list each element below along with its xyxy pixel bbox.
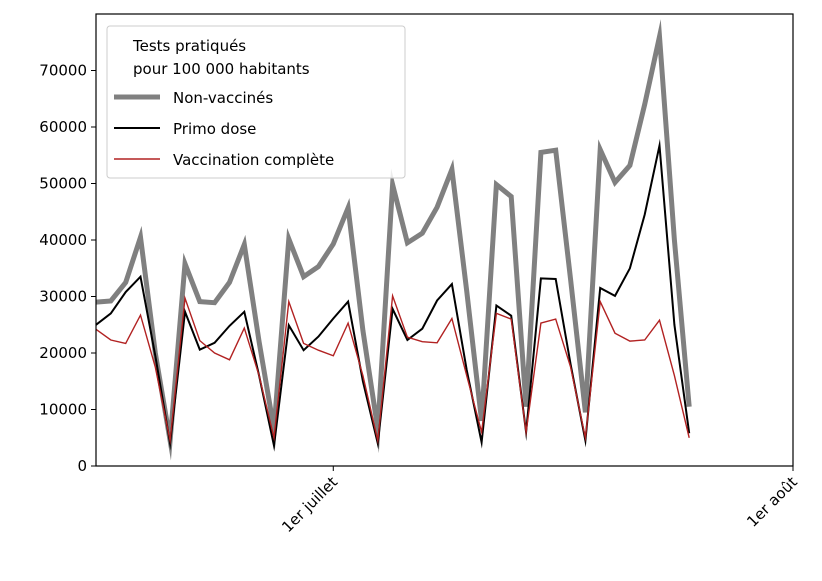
legend-label-primo-dose: Primo dose [173,120,256,138]
y-tick-label: 50000 [39,175,87,193]
series-line-vaccination-complete [95,292,690,446]
legend: Tests pratiqués pour 100 000 habitants N… [106,25,406,179]
legend-title-line-2: pour 100 000 habitants [133,60,310,78]
legend-title-line-1: Tests pratiqués [132,37,246,55]
series-layer [95,19,692,461]
y-tick-label: 30000 [39,288,87,306]
y-tick-label: 60000 [39,118,87,136]
legend-label-non-vaccines: Non-vaccinés [173,89,273,107]
y-tick-label: 0 [77,457,87,475]
y-tick-label: 10000 [39,401,87,419]
y-tick-label: 20000 [39,344,87,362]
legend-label-vaccination-complete: Vaccination complète [173,151,334,169]
series-line-non-vaccines [95,19,692,461]
y-tick-label: 40000 [39,231,87,249]
legend-box [106,25,406,179]
y-tick-label: 70000 [39,62,87,80]
y-axis: 0 10000 20000 30000 40000 50000 60000 70000 [39,62,96,475]
